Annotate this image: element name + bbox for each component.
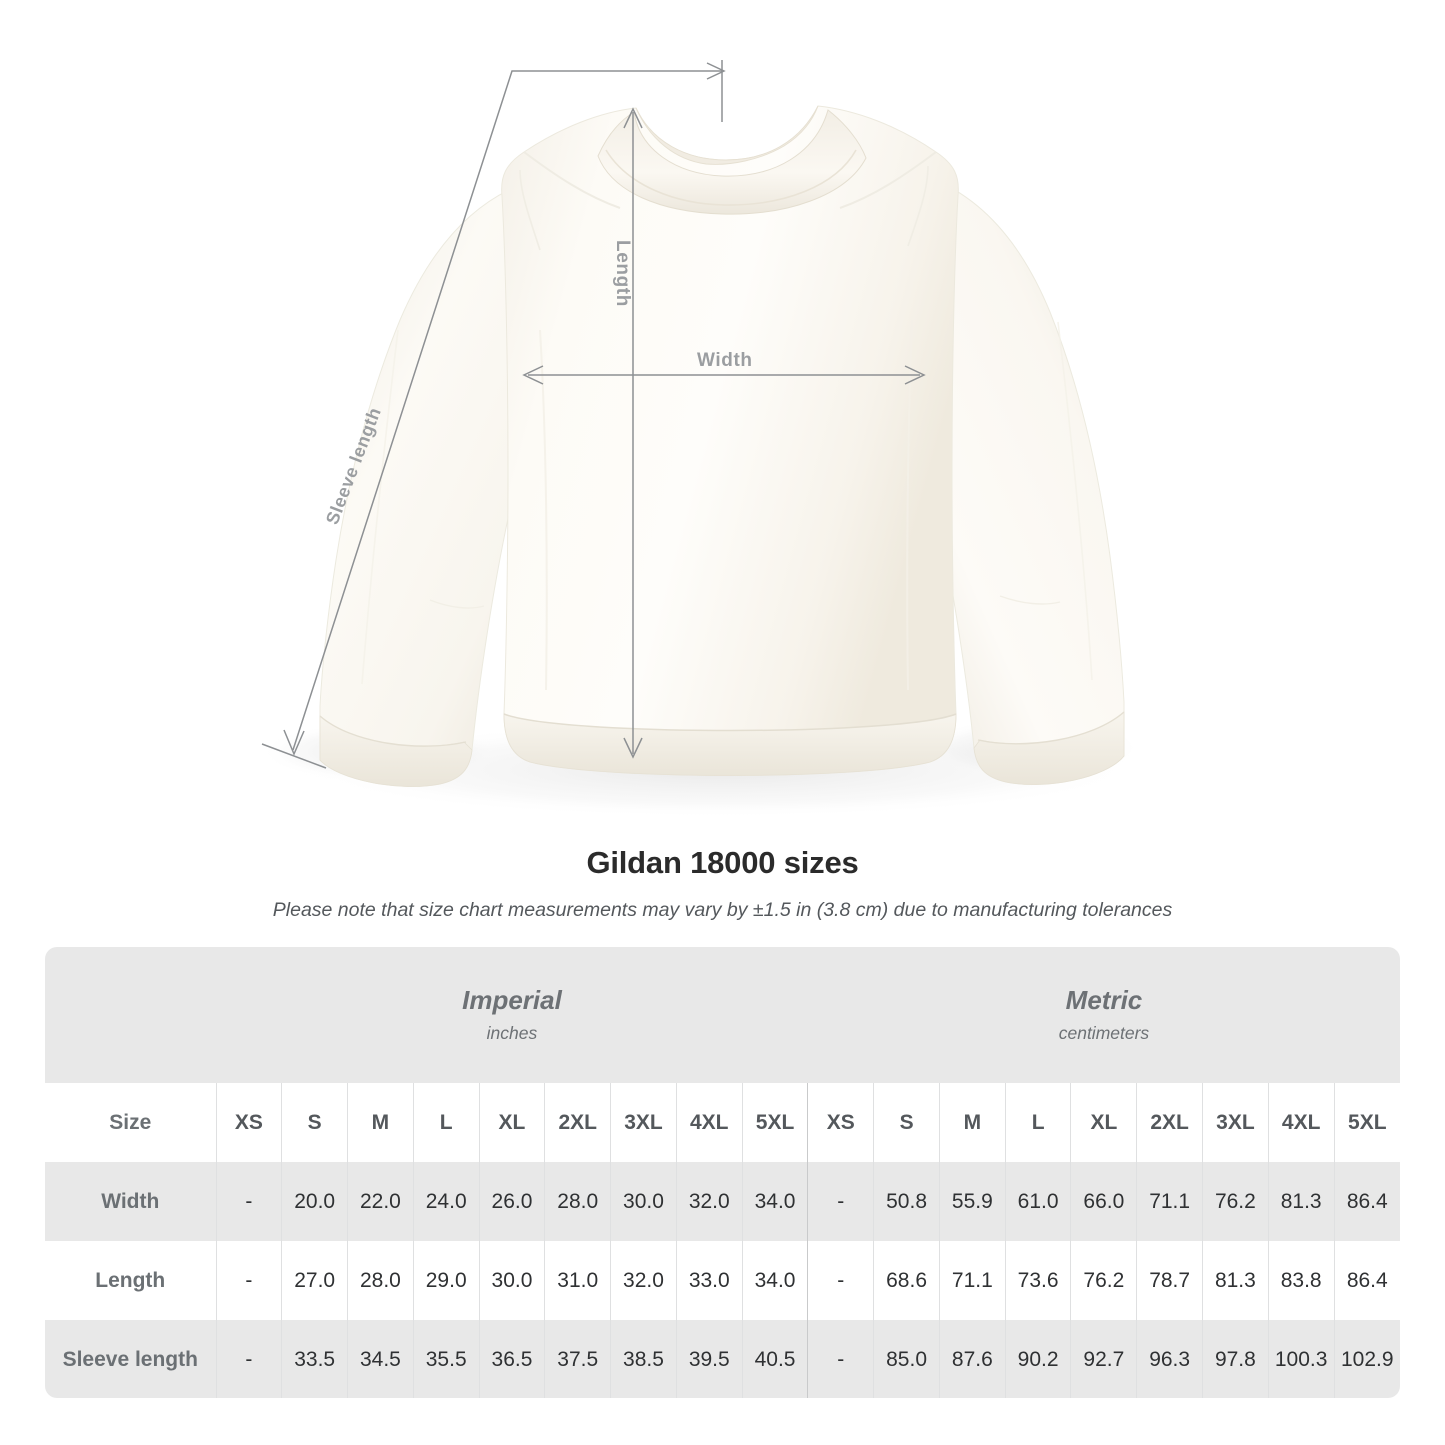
- cell-metric-2xl: 78.7: [1136, 1241, 1203, 1320]
- size-header-imperial-3xl: 3XL: [610, 1083, 677, 1162]
- unit-header-imperial: Imperial inches: [216, 947, 808, 1083]
- size-header-imperial-m: M: [347, 1083, 414, 1162]
- cell-imperial-m: 34.5: [347, 1320, 414, 1398]
- cell-metric-l: 73.6: [1004, 1241, 1071, 1320]
- size-header-imperial-2xl: 2XL: [544, 1083, 611, 1162]
- cell-metric-xs: -: [807, 1320, 874, 1398]
- cell-imperial-xl: 30.0: [478, 1241, 545, 1320]
- cell-metric-4xl: 81.3: [1267, 1162, 1335, 1241]
- cell-metric-xl: 76.2: [1070, 1241, 1137, 1320]
- cell-imperial-5xl: 34.0: [741, 1241, 808, 1320]
- size-header-metric-2xl: 2XL: [1136, 1083, 1203, 1162]
- cell-metric-4xl: 100.3: [1267, 1320, 1335, 1398]
- cell-metric-l: 90.2: [1004, 1320, 1071, 1398]
- cell-metric-5xl: 86.4: [1333, 1162, 1400, 1241]
- garment-diagram: Length Width Sleeve length: [260, 60, 1140, 818]
- row-label: Length: [45, 1241, 217, 1320]
- cell-imperial-xs: -: [215, 1320, 282, 1398]
- cell-metric-l: 61.0: [1004, 1162, 1071, 1241]
- cell-imperial-2xl: 28.0: [544, 1162, 611, 1241]
- size-header-metric-s: S: [873, 1083, 940, 1162]
- cell-imperial-3xl: 38.5: [610, 1320, 677, 1398]
- cell-imperial-xl: 26.0: [478, 1162, 545, 1241]
- unit-header-metric: Metric centimeters: [807, 947, 1400, 1083]
- unit-name: Imperial: [462, 984, 562, 1015]
- size-header-metric-xs: XS: [807, 1083, 874, 1162]
- table-row: Width -20.0 22.0 24.0 26.0 28.0 30.0 32.0 34.0-5…: [45, 1162, 1400, 1241]
- cell-imperial-l: 29.0: [412, 1241, 480, 1320]
- size-column-label: Size: [45, 1083, 217, 1162]
- cell-imperial-4xl: 33.0: [675, 1241, 743, 1320]
- cell-metric-xs: -: [807, 1241, 874, 1320]
- tolerance-note: Please note that size chart measurements…: [272, 899, 1173, 921]
- size-header-imperial-l: L: [412, 1083, 480, 1162]
- table-row: Sleeve length -33.5 34.5 35.5 36.5 37.5 38.5 39…: [45, 1320, 1400, 1398]
- page-title: Gildan 18000 sizes: [586, 845, 859, 880]
- size-header-imperial-5xl: 5XL: [741, 1083, 808, 1162]
- cell-imperial-4xl: 39.5: [675, 1320, 743, 1398]
- cell-metric-3xl: 76.2: [1202, 1162, 1269, 1241]
- cell-metric-m: 87.6: [938, 1320, 1006, 1398]
- cell-metric-5xl: 102.9: [1333, 1320, 1400, 1398]
- unit-name: Metric: [1065, 984, 1143, 1015]
- size-header-metric-m: M: [938, 1083, 1006, 1162]
- length-dimension-label: Length: [612, 240, 633, 307]
- size-header-metric-5xl: 5XL: [1333, 1083, 1400, 1162]
- cell-imperial-3xl: 30.0: [610, 1162, 677, 1241]
- cell-metric-3xl: 97.8: [1202, 1320, 1269, 1398]
- cell-metric-m: 55.9: [938, 1162, 1006, 1241]
- size-header-metric-xl: XL: [1070, 1083, 1137, 1162]
- table-row: Length -27.0 28.0 29.0 30.0 31.0 32.0 33.0 34.0-…: [45, 1241, 1400, 1320]
- cell-imperial-xs: -: [215, 1241, 282, 1320]
- cell-imperial-m: 22.0: [347, 1162, 414, 1241]
- size-header-row: Size XS S M L XL 2XL 3XL 4XL 5XL XS S M L XL 2XL 3XL 4XL 5…: [45, 1083, 1400, 1162]
- cell-metric-xl: 66.0: [1070, 1162, 1137, 1241]
- row-label: Sleeve length: [45, 1320, 217, 1398]
- size-header-metric-4xl: 4XL: [1267, 1083, 1335, 1162]
- size-header-imperial-xs: XS: [215, 1083, 282, 1162]
- size-header-metric-3xl: 3XL: [1202, 1083, 1269, 1162]
- cell-imperial-2xl: 31.0: [544, 1241, 611, 1320]
- row-label: Width: [45, 1162, 217, 1241]
- cell-metric-4xl: 83.8: [1267, 1241, 1335, 1320]
- size-table-container: Imperial inches Metric centimeters Size XS S M L…: [45, 947, 1400, 1398]
- size-header-metric-l: L: [1004, 1083, 1071, 1162]
- cell-imperial-l: 35.5: [412, 1320, 480, 1398]
- cell-imperial-m: 28.0: [347, 1241, 414, 1320]
- cell-imperial-5xl: 34.0: [741, 1162, 808, 1241]
- size-header-imperial-s: S: [281, 1083, 348, 1162]
- cell-imperial-4xl: 32.0: [675, 1162, 743, 1241]
- cell-imperial-s: 27.0: [281, 1241, 348, 1320]
- cell-metric-3xl: 81.3: [1202, 1241, 1269, 1320]
- cell-metric-s: 50.8: [873, 1162, 940, 1241]
- size-header-imperial-4xl: 4XL: [675, 1083, 743, 1162]
- garment-illustration: [260, 60, 1140, 818]
- cell-imperial-s: 20.0: [281, 1162, 348, 1241]
- cell-metric-5xl: 86.4: [1333, 1241, 1400, 1320]
- measurement-lines: [261, 60, 926, 769]
- unit-header-row: Imperial inches Metric centimeters: [45, 947, 1400, 1083]
- cell-imperial-xs: -: [215, 1162, 282, 1241]
- cell-metric-xs: -: [807, 1162, 874, 1241]
- title-block: Gildan 18000 sizes Please note that size…: [0, 845, 1445, 922]
- cell-imperial-l: 24.0: [412, 1162, 480, 1241]
- unit-header-spacer: [45, 947, 217, 1083]
- cell-imperial-s: 33.5: [281, 1320, 348, 1398]
- cell-imperial-5xl: 40.5: [741, 1320, 808, 1398]
- size-table: Imperial inches Metric centimeters Size XS S M L…: [45, 947, 1400, 1398]
- unit-subtitle: inches: [486, 1023, 538, 1044]
- cell-metric-2xl: 71.1: [1136, 1162, 1203, 1241]
- width-dimension-label: Width: [697, 350, 753, 371]
- cell-imperial-3xl: 32.0: [610, 1241, 677, 1320]
- cell-imperial-2xl: 37.5: [544, 1320, 611, 1398]
- cell-metric-m: 71.1: [938, 1241, 1006, 1320]
- cell-imperial-xl: 36.5: [478, 1320, 545, 1398]
- cell-metric-xl: 92.7: [1070, 1320, 1137, 1398]
- size-header-imperial-xl: XL: [478, 1083, 545, 1162]
- cell-metric-s: 68.6: [873, 1241, 940, 1320]
- unit-subtitle: centimeters: [1058, 1023, 1150, 1044]
- cell-metric-s: 85.0: [873, 1320, 940, 1398]
- cell-metric-2xl: 96.3: [1136, 1320, 1203, 1398]
